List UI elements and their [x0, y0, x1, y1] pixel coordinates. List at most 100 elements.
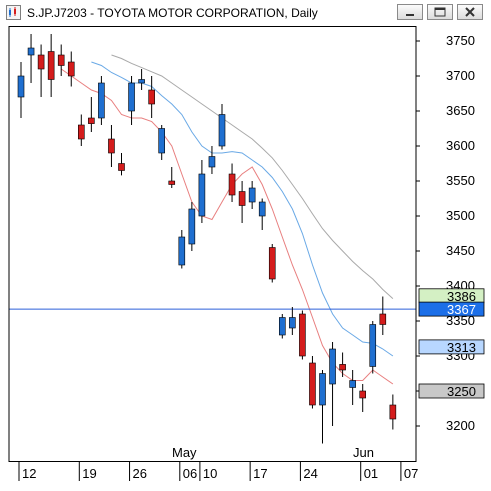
down-candle-body	[238, 191, 246, 206]
restore-button[interactable]	[427, 4, 453, 20]
up-candle-body	[27, 47, 35, 56]
candle	[228, 163, 236, 202]
up-candle-body	[208, 156, 216, 168]
time-axis[interactable]: 12 19 26 06 10 17 24 01 07 May Jun	[18, 445, 418, 481]
date-tick-label: 07	[404, 466, 418, 481]
candle	[268, 244, 276, 283]
candle	[319, 370, 326, 444]
up-candle-body	[218, 114, 226, 147]
month-label: May	[172, 445, 197, 460]
restore-icon	[434, 7, 446, 17]
down-candle-body	[309, 362, 316, 406]
price-tick-label: 3200	[446, 418, 475, 433]
candle	[47, 34, 55, 97]
price-label-box	[418, 301, 485, 317]
down-candle-body	[339, 364, 346, 371]
candle	[208, 146, 216, 174]
moving-average-slow	[111, 54, 394, 299]
date-tick-label: 12	[22, 466, 36, 481]
price-label-text: 3250	[447, 384, 476, 399]
date-tick-label: 10	[203, 466, 217, 481]
up-candle-body	[289, 317, 296, 329]
candle	[188, 202, 196, 251]
price-label-green: 3386	[418, 288, 485, 304]
close-icon	[465, 7, 475, 17]
up-candle-body	[138, 79, 145, 84]
date-tick-label: 06	[183, 466, 197, 481]
candle	[78, 114, 85, 146]
close-button[interactable]	[457, 4, 483, 20]
up-candle-body	[248, 187, 256, 203]
minimize-icon	[406, 14, 414, 16]
candle	[108, 125, 115, 167]
month-label: Jun	[353, 445, 374, 460]
date-tick-label: 24	[303, 466, 317, 481]
candle	[218, 104, 226, 150]
candle	[198, 160, 206, 223]
up-candle-body	[98, 82, 105, 119]
minimize-button[interactable]	[397, 4, 423, 20]
down-candle-body	[67, 61, 75, 77]
up-candle-body	[198, 173, 206, 217]
down-candle-body	[118, 163, 125, 171]
price-label-box	[418, 383, 485, 399]
price-chart[interactable]: 3750370036503600355035003450340033503300…	[0, 26, 491, 491]
moving-average-fast	[60, 68, 394, 385]
candle	[168, 167, 176, 188]
down-candle-body	[379, 313, 387, 325]
price-tick-label: 3700	[446, 68, 475, 83]
candle	[329, 342, 336, 426]
candle	[389, 394, 397, 430]
candle	[369, 321, 377, 374]
chart-app-icon	[6, 5, 21, 20]
price-label-blue-dark: 3367	[418, 301, 485, 317]
candle	[359, 384, 367, 412]
date-tick-label: 17	[253, 466, 267, 481]
down-candle-body	[299, 313, 306, 357]
up-candle-body	[178, 236, 186, 266]
candle	[258, 198, 266, 230]
up-candle-body	[158, 128, 165, 154]
candle	[17, 62, 25, 118]
up-candle-body	[329, 348, 336, 385]
candles-layer	[17, 34, 397, 444]
down-candle-body	[108, 138, 115, 154]
down-candle-body	[78, 124, 85, 140]
candle	[148, 76, 155, 118]
date-tick-label: 26	[133, 466, 147, 481]
date-tick-label: 19	[82, 466, 96, 481]
price-label-text: 3367	[447, 302, 476, 317]
candle	[299, 310, 306, 360]
candle	[339, 352, 346, 377]
down-candle-body	[389, 404, 397, 420]
price-tick-label: 3550	[446, 173, 475, 188]
price-label-text: 3313	[447, 340, 476, 355]
up-candle-body	[278, 317, 286, 336]
candle	[289, 307, 296, 335]
up-candle-body	[17, 75, 25, 98]
candle	[138, 69, 145, 90]
price-label-text: 3386	[447, 289, 476, 304]
candle	[88, 97, 95, 132]
candle	[37, 44, 45, 97]
up-candle-body	[319, 373, 326, 406]
up-candle-body	[349, 380, 356, 388]
candle	[128, 76, 135, 125]
candle	[309, 356, 316, 409]
down-candle-body	[88, 117, 95, 124]
up-candle-body	[128, 82, 135, 112]
price-tick-label: 3600	[446, 138, 475, 153]
candle	[67, 51, 75, 87]
down-candle-body	[47, 51, 55, 80]
up-candle-body	[188, 208, 196, 245]
candle	[118, 153, 125, 176]
down-candle-body	[37, 54, 45, 70]
price-label-gray: 3250	[418, 383, 485, 399]
price-label-box	[418, 339, 485, 355]
price-tick-label: 3350	[446, 313, 475, 328]
candle	[278, 314, 286, 339]
title-bar[interactable]: S.JP.J7203 - TOYOTA MOTOR CORPORATION, D…	[0, 0, 491, 26]
down-candle-body	[148, 89, 155, 105]
down-candle-body	[57, 54, 65, 66]
price-tick-label: 3650	[446, 103, 475, 118]
